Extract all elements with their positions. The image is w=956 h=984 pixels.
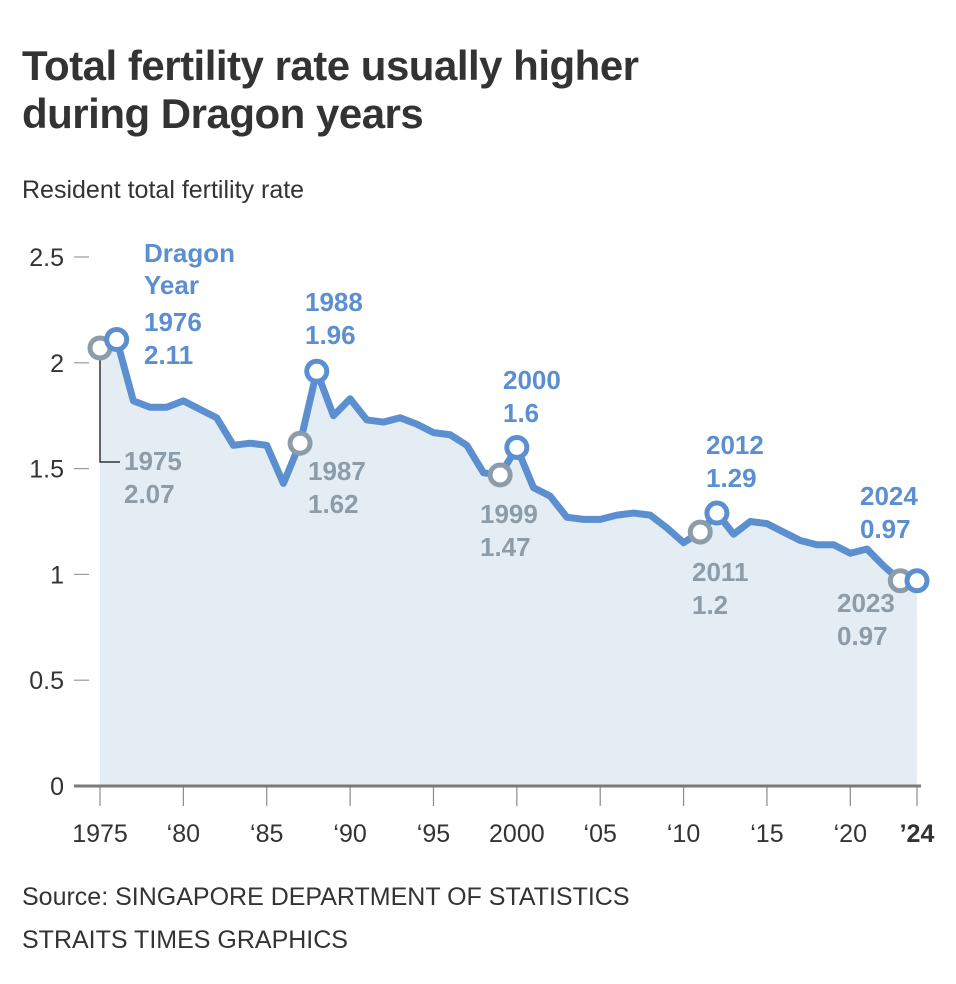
annotation-year-label: 2000: [503, 365, 561, 395]
x-tick-label: 1975: [72, 820, 128, 848]
annotation-value-label: 0.97: [860, 514, 911, 544]
annotation-year-label: 1988: [305, 287, 363, 317]
axis-layer: 0 0.5 1 1.5 2 2.5 1975 ‘80 ‘85 ‘90 ‘95 2000 ‘05 ‘10 ‘1…: [29, 244, 934, 848]
dragon-year-marker: [304, 358, 330, 384]
y-tick-label: 1: [50, 561, 64, 589]
annotation-year-label: 2023: [837, 588, 895, 618]
annotation-year-label: 2024: [860, 481, 918, 511]
y-tick-label: 1.5: [29, 456, 64, 484]
annotation-year-label: 1999: [480, 499, 538, 529]
x-tick-label: ‘10: [667, 820, 700, 848]
annotation-year-label: 1975: [124, 446, 182, 476]
y-tick-label: 0: [50, 773, 64, 801]
y-tick-label: 2: [50, 350, 64, 378]
annotation-value-label: 1.6: [503, 398, 539, 428]
dragon-year-marker: [704, 500, 730, 526]
dragon-year-label: Year: [144, 270, 199, 300]
series-line: [96, 336, 921, 585]
annotation-value-label: 1.2: [692, 590, 728, 620]
annotation-year-label: 1987: [308, 456, 366, 486]
annotation-year-label: 2011: [692, 557, 748, 587]
marker-layer: [87, 327, 930, 594]
x-tick-label: ‘05: [584, 820, 617, 848]
x-tick-label: ‘95: [417, 820, 450, 848]
x-tick-label: ‘90: [333, 820, 366, 848]
pre-dragon-year-marker: [687, 519, 713, 545]
dragon-year-marker: [104, 327, 130, 353]
chart-title-line-2: during Dragon years: [22, 90, 424, 137]
x-tick-label: ‘85: [250, 820, 283, 848]
dragon-year-marker: [504, 434, 530, 460]
x-tick-label: ’24: [900, 820, 935, 848]
chart-title-line-1: Total fertility rate usually higher: [22, 42, 639, 89]
annotation-year-label: 2012: [706, 430, 764, 460]
label-layer: DragonYear19752.0719762.1119871.6219881.…: [124, 238, 918, 651]
annotation-value-label: 1.62: [308, 489, 359, 519]
x-tick-label: 2000: [489, 820, 545, 848]
annotation-value-label: 1.29: [706, 463, 757, 493]
x-tick-label: ‘80: [167, 820, 200, 848]
pre-dragon-year-marker: [287, 430, 313, 456]
source-note: Source: SINGAPORE DEPARTMENT OF STATISTI…: [22, 876, 630, 962]
annotation-value-label: 2.07: [124, 479, 175, 509]
pre-dragon-year-marker: [487, 462, 513, 488]
x-tick-label: ‘20: [834, 820, 867, 848]
leader-line-1975: [99, 347, 120, 463]
annotation-value-label: 0.97: [837, 621, 888, 651]
x-tick-label: ‘15: [750, 820, 783, 848]
line-layer: [96, 336, 921, 585]
annotation-value-label: 1.96: [305, 320, 356, 350]
source-text: Source: SINGAPORE DEPARTMENT OF STATISTI…: [22, 883, 630, 911]
credit-text: STRAITS TIMES GRAPHICS: [22, 926, 348, 954]
annotation-year-label: 1976: [144, 307, 202, 337]
annotation-value-label: 2.11: [144, 340, 193, 370]
y-tick-label: 0.5: [29, 667, 64, 695]
chart-subtitle: Resident total fertility rate: [22, 176, 305, 204]
y-tick-label: 2.5: [29, 244, 64, 272]
chart-title: Total fertility rate usually higher duri…: [22, 42, 922, 138]
annotation-value-label: 1.47: [480, 532, 531, 562]
dragon-year-label: Dragon: [144, 238, 235, 268]
dragon-year-marker: [904, 568, 930, 594]
